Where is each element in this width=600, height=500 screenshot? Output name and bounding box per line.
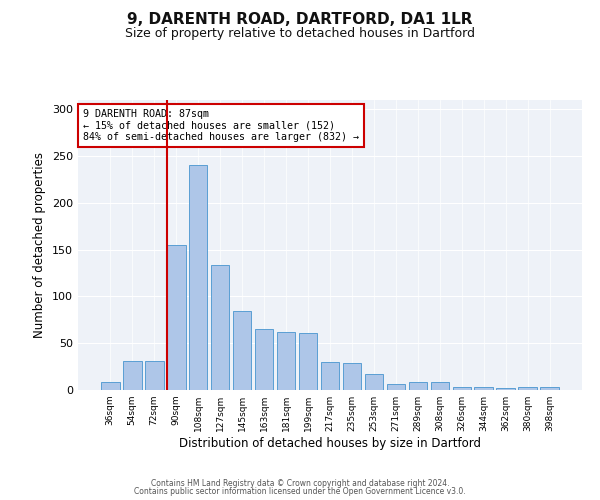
- Bar: [386, 384, 405, 390]
- Bar: [189, 164, 208, 390]
- Bar: [123, 361, 142, 390]
- Bar: [145, 361, 164, 390]
- Y-axis label: Number of detached properties: Number of detached properties: [34, 152, 46, 338]
- Bar: [211, 264, 229, 390]
- Bar: [496, 388, 515, 390]
- Bar: [475, 387, 493, 390]
- Bar: [409, 382, 427, 390]
- Bar: [233, 312, 251, 390]
- Text: Size of property relative to detached houses in Dartford: Size of property relative to detached ho…: [125, 28, 475, 40]
- Bar: [299, 333, 317, 390]
- Bar: [452, 387, 471, 390]
- Bar: [320, 362, 340, 390]
- Text: Contains public sector information licensed under the Open Government Licence v3: Contains public sector information licen…: [134, 487, 466, 496]
- X-axis label: Distribution of detached houses by size in Dartford: Distribution of detached houses by size …: [179, 437, 481, 450]
- Bar: [541, 387, 559, 390]
- Bar: [255, 329, 274, 390]
- Bar: [343, 363, 361, 390]
- Bar: [101, 382, 119, 390]
- Bar: [277, 332, 295, 390]
- Bar: [518, 387, 537, 390]
- Text: 9, DARENTH ROAD, DARTFORD, DA1 1LR: 9, DARENTH ROAD, DARTFORD, DA1 1LR: [127, 12, 473, 28]
- Text: 9 DARENTH ROAD: 87sqm
← 15% of detached houses are smaller (152)
84% of semi-det: 9 DARENTH ROAD: 87sqm ← 15% of detached …: [83, 108, 359, 142]
- Bar: [431, 382, 449, 390]
- Text: Contains HM Land Registry data © Crown copyright and database right 2024.: Contains HM Land Registry data © Crown c…: [151, 478, 449, 488]
- Bar: [365, 374, 383, 390]
- Bar: [167, 245, 185, 390]
